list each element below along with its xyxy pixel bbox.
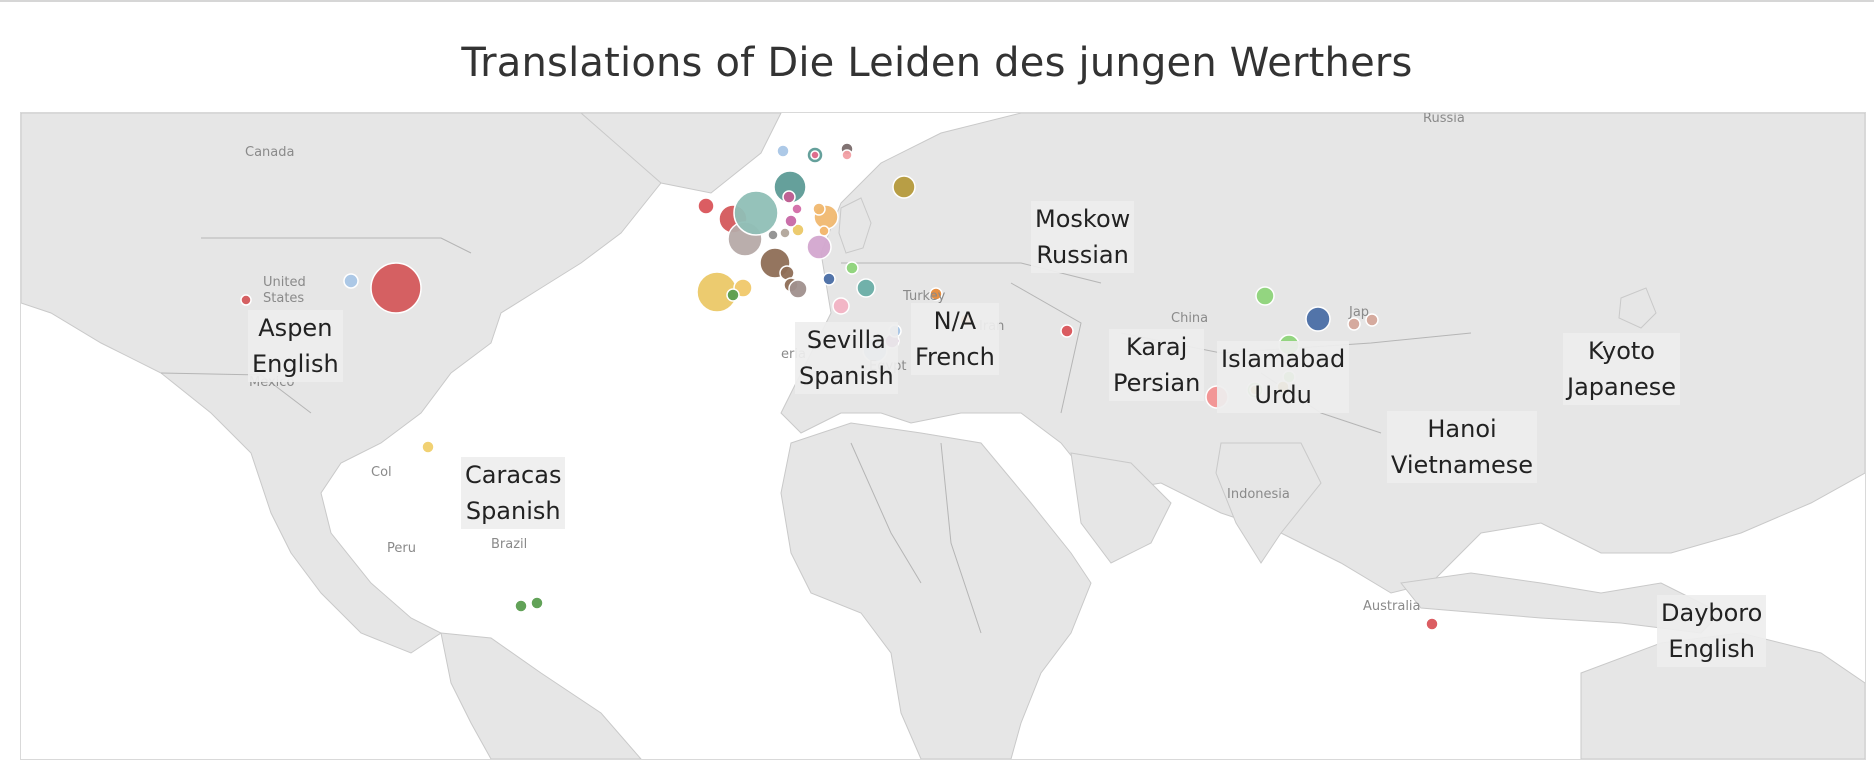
label-peru: Peru	[387, 541, 416, 556]
callout-language: Urdu	[1254, 381, 1312, 409]
symbol-beijing[interactable]	[1255, 286, 1275, 306]
callout-na[interactable]: N/A French	[911, 303, 999, 375]
label-japan: Jap	[1349, 305, 1370, 320]
callout-language: French	[915, 343, 995, 371]
symbol-greece[interactable]	[788, 279, 808, 299]
symbol-brazil-2[interactable]	[530, 596, 544, 610]
symbol-romania[interactable]	[845, 261, 859, 275]
land-layer	[21, 113, 1865, 759]
symbol-caracas[interactable]	[421, 440, 435, 454]
arabia	[1070, 452, 1172, 564]
callout-kyoto[interactable]: Kyoto Japanese	[1563, 333, 1680, 405]
uk	[838, 197, 872, 254]
callout-dayboro[interactable]: Dayboro English	[1657, 595, 1767, 667]
label-china: China	[1171, 311, 1209, 326]
symbol-germany-1[interactable]	[784, 214, 798, 228]
symbol-islamabad[interactable]	[1060, 324, 1074, 338]
label-colombia: Col	[371, 465, 392, 480]
north-america	[21, 113, 722, 654]
callout-hanoi[interactable]: Hanoi Vietnamese	[1387, 411, 1538, 483]
callout-city: N/A	[933, 307, 977, 335]
symbol-sweden-2[interactable]	[810, 150, 820, 160]
symbol-estonia[interactable]	[841, 149, 853, 161]
map-canvas	[21, 113, 1865, 759]
symbol-bulgaria[interactable]	[856, 278, 876, 298]
symbol-kyoto[interactable]	[1347, 317, 1361, 331]
callout-city: Moskow	[1035, 205, 1131, 233]
callout-language: Spanish	[799, 362, 894, 390]
callout-moskow[interactable]: Moskow Russian	[1031, 201, 1135, 273]
symbol-dayboro[interactable]	[1425, 617, 1439, 631]
symbol-norway[interactable]	[776, 144, 790, 158]
callout-language: English	[252, 350, 339, 378]
callout-islamabad[interactable]: Islamabad Urdu	[1217, 341, 1350, 413]
callout-city: Islamabad	[1221, 345, 1346, 373]
world-map[interactable]: Russia Canada United States Mexico Col P…	[20, 112, 1866, 760]
callout-language: Japanese	[1567, 373, 1676, 401]
callout-sevilla[interactable]: Sevilla Spanish	[795, 322, 898, 394]
label-indonesia: Indonesia	[1227, 487, 1290, 502]
callout-city: Aspen	[258, 314, 333, 342]
symbol-germany-3[interactable]	[782, 190, 796, 204]
symbol-serbia[interactable]	[822, 272, 836, 286]
symbol-ireland[interactable]	[697, 197, 715, 215]
callout-language: Vietnamese	[1391, 451, 1534, 479]
callout-language: Spanish	[465, 497, 561, 525]
callout-city: Dayboro	[1661, 599, 1763, 627]
label-australia: Australia	[1363, 599, 1421, 614]
symbol-czech[interactable]	[791, 223, 805, 237]
symbol-poland-2[interactable]	[812, 202, 826, 216]
callout-aspen[interactable]: Aspen English	[248, 310, 343, 382]
label-turkey: Turkey	[903, 289, 946, 304]
callout-city: Karaj	[1126, 333, 1188, 361]
callout-language: Persian	[1113, 369, 1201, 397]
symbol-georgia[interactable]	[929, 287, 943, 301]
top-border	[0, 0, 1874, 2]
symbol-japan-2[interactable]	[1365, 313, 1379, 327]
callout-city: Caracas	[465, 461, 562, 489]
callout-city: Kyoto	[1588, 337, 1655, 365]
symbol-belgium[interactable]	[733, 190, 779, 236]
callout-language: English	[1668, 635, 1755, 663]
symbol-swiss[interactable]	[767, 229, 779, 241]
symbol-moskow[interactable]	[892, 175, 916, 199]
india	[1215, 442, 1322, 564]
label-russia: Russia	[1423, 112, 1465, 126]
callout-karaj[interactable]: Karaj Persian	[1109, 329, 1205, 401]
symbol-germany-2[interactable]	[791, 203, 803, 215]
label-canada: Canada	[245, 145, 295, 160]
symbol-austria[interactable]	[779, 227, 791, 239]
greenland	[580, 113, 782, 194]
africa	[780, 422, 1092, 759]
south-america	[440, 632, 642, 759]
callout-language: Russian	[1036, 241, 1129, 269]
symbol-ohio[interactable]	[343, 273, 359, 289]
japan	[1618, 287, 1657, 329]
symbol-korea[interactable]	[1305, 306, 1331, 332]
label-united-states: United States	[263, 275, 306, 306]
page-title: Translations of Die Leiden des jungen We…	[461, 40, 1413, 86]
symbol-turkey[interactable]	[832, 297, 850, 315]
callout-city: Hanoi	[1427, 415, 1497, 443]
label-brazil: Brazil	[491, 537, 528, 552]
symbol-brazil-1[interactable]	[514, 599, 528, 613]
symbol-portugal[interactable]	[726, 288, 740, 302]
callout-city: Sevilla	[806, 326, 886, 354]
symbol-hungary[interactable]	[806, 234, 832, 260]
callout-caracas[interactable]: Caracas Spanish	[461, 457, 566, 529]
symbol-aspen[interactable]	[240, 294, 252, 306]
symbol-new-york[interactable]	[370, 262, 422, 314]
